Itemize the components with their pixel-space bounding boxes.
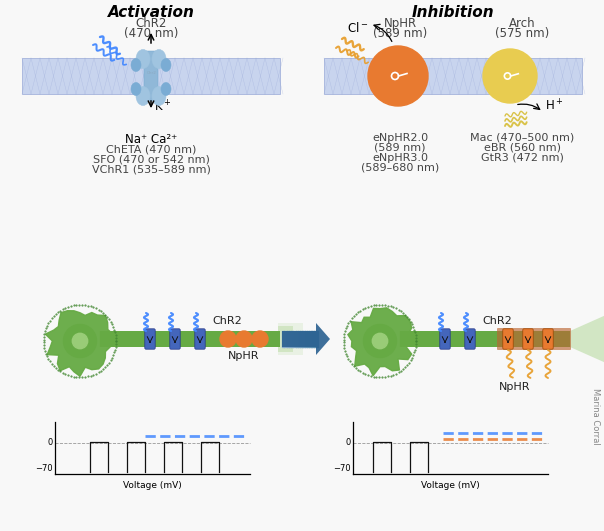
Text: ChR2: ChR2 [135,17,167,30]
Text: K$^+$: K$^+$ [154,99,172,115]
Ellipse shape [152,49,166,68]
Polygon shape [348,308,414,376]
Text: (589 nm): (589 nm) [374,143,426,153]
Text: eNpHR3.0: eNpHR3.0 [372,153,428,163]
Text: Voltage (mV): Voltage (mV) [123,481,182,490]
Ellipse shape [131,82,141,96]
Text: (589–680 nm): (589–680 nm) [361,163,439,173]
Ellipse shape [161,82,171,96]
Polygon shape [282,323,330,355]
Text: ChR2: ChR2 [212,316,242,326]
Bar [22,58,280,94]
Text: 0: 0 [48,438,53,447]
Polygon shape [570,311,604,367]
FancyBboxPatch shape [543,329,553,349]
Polygon shape [45,311,113,376]
Text: H$^+$: H$^+$ [545,99,564,114]
Text: Marina Corral: Marina Corral [591,388,600,444]
Text: ChR2: ChR2 [482,316,512,326]
Ellipse shape [152,87,166,106]
Text: eBR (560 nm): eBR (560 nm) [483,143,561,153]
Text: −70: −70 [333,464,351,473]
Text: (575 nm): (575 nm) [495,27,549,40]
Text: 0: 0 [345,438,351,447]
Ellipse shape [372,333,388,349]
Bar [324,58,582,94]
Text: VChR1 (535–589 nm): VChR1 (535–589 nm) [92,164,210,174]
Ellipse shape [63,324,97,357]
FancyBboxPatch shape [278,323,303,355]
Ellipse shape [136,87,150,106]
Ellipse shape [161,58,171,72]
Text: (470 nm): (470 nm) [124,27,178,40]
FancyBboxPatch shape [465,329,475,349]
FancyBboxPatch shape [440,329,450,349]
Ellipse shape [364,324,396,357]
FancyBboxPatch shape [144,51,158,101]
Ellipse shape [131,58,141,72]
Text: Cl$^-$: Cl$^-$ [347,21,368,35]
Text: GtR3 (472 nm): GtR3 (472 nm) [481,153,564,163]
Text: SFO (470 or 542 nm): SFO (470 or 542 nm) [92,154,210,164]
FancyBboxPatch shape [145,329,155,349]
Text: (589 nm): (589 nm) [373,27,427,40]
Ellipse shape [72,333,88,349]
Text: −70: −70 [36,464,53,473]
Text: ChETA (470 nm): ChETA (470 nm) [106,144,196,154]
FancyBboxPatch shape [523,329,533,349]
Text: eNpHR2.0: eNpHR2.0 [372,133,428,143]
Text: NpHR: NpHR [384,17,417,30]
FancyBboxPatch shape [503,329,513,349]
FancyBboxPatch shape [400,331,570,347]
Text: Activation: Activation [108,5,194,20]
Text: NpHR: NpHR [500,382,531,392]
FancyBboxPatch shape [278,326,293,352]
Circle shape [220,331,236,347]
Text: Arch: Arch [509,17,535,30]
Circle shape [252,331,268,347]
Text: Chr2: Chr2 [147,71,157,75]
Circle shape [236,331,252,347]
Text: Na⁺ Ca²⁺: Na⁺ Ca²⁺ [125,133,177,146]
Text: Voltage (mV): Voltage (mV) [421,481,480,490]
Circle shape [483,49,537,103]
Text: NpHR: NpHR [228,351,260,361]
FancyBboxPatch shape [170,329,180,349]
FancyBboxPatch shape [497,328,571,350]
Text: Inhibition: Inhibition [412,5,494,20]
Circle shape [368,46,428,106]
FancyBboxPatch shape [195,329,205,349]
Text: Mac (470–500 nm): Mac (470–500 nm) [470,133,574,143]
FancyBboxPatch shape [100,331,280,347]
Ellipse shape [136,49,150,68]
